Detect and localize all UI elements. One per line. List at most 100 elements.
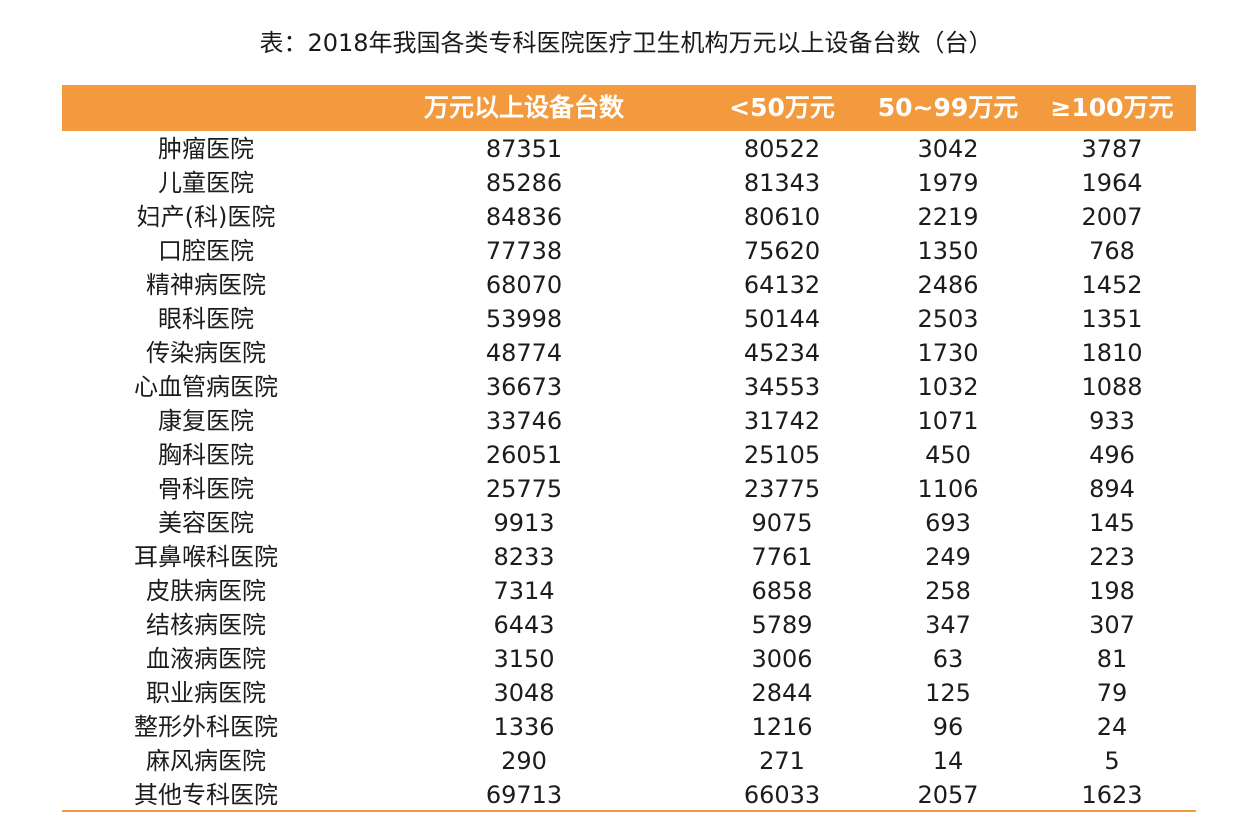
under-50-cell: 2844 (751, 679, 813, 707)
table-row: 妇产(科)医院 84836 80610 2219 2007 (62, 199, 1196, 233)
50-to-99-cell: 1350 (917, 237, 979, 265)
hospital-type-cell: 传染病医院 (146, 339, 266, 367)
equipment-total-cell: 6443 (493, 611, 555, 639)
under-50-cell: 9075 (751, 509, 813, 537)
hospital-type-cell: 肿瘤医院 (158, 135, 254, 163)
equipment-total-cell: 84836 (485, 203, 563, 231)
over-100-cell: 933 (1089, 407, 1135, 435)
equipment-total-cell: 48774 (485, 339, 563, 367)
equipment-total-cell: 26051 (485, 441, 563, 469)
over-100-cell: 894 (1089, 475, 1135, 503)
50-to-99-cell: 450 (925, 441, 971, 469)
equipment-total-cell: 33746 (485, 407, 563, 435)
50-to-99-cell: 2503 (917, 305, 979, 333)
hospital-type-cell: 麻风病医院 (146, 747, 266, 775)
hospital-type-cell: 美容医院 (158, 509, 254, 537)
table-row: 其他专科医院 69713 66033 2057 1623 (62, 777, 1196, 811)
over-100-cell: 1623 (1081, 781, 1143, 809)
over-100-cell: 79 (1096, 679, 1128, 707)
50-to-99-cell: 2057 (917, 781, 979, 809)
table-row: 皮肤病医院 7314 6858 258 198 (62, 573, 1196, 607)
over-100-cell: 2007 (1081, 203, 1143, 231)
table-bottom-rule (62, 810, 1196, 812)
50-to-99-cell: 693 (925, 509, 971, 537)
table-row: 精神病医院 68070 64132 2486 1452 (62, 267, 1196, 301)
under-50-cell: 271 (759, 747, 805, 775)
table-row: 眼科医院 53998 50144 2503 1351 (62, 301, 1196, 335)
50-to-99-cell: 249 (925, 543, 971, 571)
under-50-cell: 23775 (743, 475, 821, 503)
over-100-cell: 81 (1096, 645, 1128, 673)
header-equipment-total: 万元以上设备台数 (423, 93, 624, 122)
50-to-99-cell: 1979 (917, 169, 979, 197)
50-to-99-cell: 63 (932, 645, 964, 673)
50-to-99-cell: 258 (925, 577, 971, 605)
table-row: 耳鼻喉科医院 8233 7761 249 223 (62, 539, 1196, 573)
page-title: 表：2018年我国各类专科医院医疗卫生机构万元以上设备台数（台） (259, 29, 993, 57)
equipment-total-cell: 1336 (493, 713, 555, 741)
equipment-total-cell: 68070 (485, 271, 563, 299)
equipment-total-cell: 25775 (485, 475, 563, 503)
under-50-cell: 5789 (751, 611, 813, 639)
table-row: 康复医院 33746 31742 1071 933 (62, 403, 1196, 437)
50-to-99-cell: 125 (925, 679, 971, 707)
equipment-total-cell: 7314 (493, 577, 555, 605)
hospital-type-cell: 耳鼻喉科医院 (134, 543, 278, 571)
hospital-type-cell: 整形外科医院 (134, 713, 278, 741)
50-to-99-cell: 1071 (917, 407, 979, 435)
under-50-cell: 3006 (751, 645, 813, 673)
table-row: 整形外科医院 1336 1216 96 24 (62, 709, 1196, 743)
over-100-cell: 1964 (1081, 169, 1143, 197)
table-row: 口腔医院 77738 75620 1350 768 (62, 233, 1196, 267)
table-row: 传染病医院 48774 45234 1730 1810 (62, 335, 1196, 369)
under-50-cell: 25105 (743, 441, 821, 469)
equipment-total-cell: 53998 (485, 305, 563, 333)
under-50-cell: 80522 (743, 135, 821, 163)
equipment-total-cell: 69713 (485, 781, 563, 809)
over-100-cell: 1351 (1081, 305, 1143, 333)
hospital-type-cell: 结核病医院 (146, 611, 266, 639)
50-to-99-cell: 3042 (917, 135, 979, 163)
under-50-cell: 50144 (743, 305, 821, 333)
equipment-total-cell: 87351 (485, 135, 563, 163)
under-50-cell: 34553 (743, 373, 821, 401)
50-to-99-cell: 347 (925, 611, 971, 639)
table-row: 儿童医院 85286 81343 1979 1964 (62, 165, 1196, 199)
under-50-cell: 1216 (751, 713, 813, 741)
hospital-type-cell: 妇产(科)医院 (136, 203, 276, 231)
hospital-type-cell: 精神病医院 (146, 271, 266, 299)
over-100-cell: 1810 (1081, 339, 1143, 367)
under-50-cell: 31742 (743, 407, 821, 435)
hospital-type-cell: 血液病医院 (146, 645, 266, 673)
hospital-type-cell: 职业病医院 (146, 679, 266, 707)
over-100-cell: 1452 (1081, 271, 1143, 299)
hospital-type-cell: 心血管病医院 (134, 373, 278, 401)
50-to-99-cell: 2219 (917, 203, 979, 231)
table-row: 血液病医院 3150 3006 63 81 (62, 641, 1196, 675)
header-over-100: ≥100万元 (1050, 93, 1174, 122)
over-100-cell: 1088 (1081, 373, 1143, 401)
50-to-99-cell: 1106 (917, 475, 979, 503)
table-row: 结核病医院 6443 5789 347 307 (62, 607, 1196, 641)
table-row: 骨科医院 25775 23775 1106 894 (62, 471, 1196, 505)
50-to-99-cell: 2486 (917, 271, 979, 299)
under-50-cell: 66033 (743, 781, 821, 809)
over-100-cell: 145 (1089, 509, 1135, 537)
hospital-type-cell: 眼科医院 (158, 305, 254, 333)
over-100-cell: 198 (1089, 577, 1135, 605)
hospital-type-cell: 康复医院 (158, 407, 254, 435)
equipment-total-cell: 3150 (493, 645, 555, 673)
equipment-total-cell: 290 (501, 747, 547, 775)
50-to-99-cell: 1730 (917, 339, 979, 367)
table-row: 肿瘤医院 87351 80522 3042 3787 (62, 131, 1196, 165)
table-row: 麻风病医院 290 271 14 5 (62, 743, 1196, 777)
hospital-type-cell: 胸科医院 (158, 441, 254, 469)
table-row: 职业病医院 3048 2844 125 79 (62, 675, 1196, 709)
over-100-cell: 5 (1104, 747, 1120, 775)
table-body: 肿瘤医院 87351 80522 3042 3787 儿童医院 85286 81343 1979… (62, 131, 1196, 811)
header-under-50: <50万元 (729, 93, 835, 122)
hospital-type-cell: 口腔医院 (158, 237, 254, 265)
hospital-type-cell: 骨科医院 (158, 475, 254, 503)
under-50-cell: 64132 (743, 271, 821, 299)
over-100-cell: 3787 (1081, 135, 1143, 163)
